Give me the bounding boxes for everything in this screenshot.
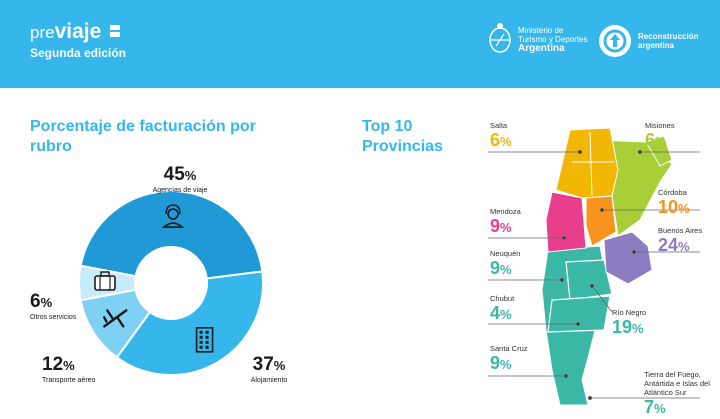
edition-label: Segunda edición xyxy=(30,46,127,60)
map-title: Top 10 Provincias xyxy=(362,118,443,155)
ministry-country: Argentina xyxy=(518,43,565,54)
province-value: 19 xyxy=(612,317,633,337)
province-buenosaires: Buenos Aires 24% xyxy=(658,226,703,255)
province-value: 7 xyxy=(644,397,655,417)
pie-chart-title: Porcentaje de facturación por rubro xyxy=(30,118,256,155)
leader-rionegro xyxy=(591,285,613,313)
slice-value-transporte: 12 xyxy=(42,354,64,375)
brand-prefix: pre xyxy=(30,23,55,42)
map-region-chubut xyxy=(547,295,611,333)
slice-category-otros: Otros servicios xyxy=(30,314,77,321)
map-region-mendoza xyxy=(545,191,587,253)
slice-label-transporte: 12% Transporte aéreo xyxy=(42,354,112,385)
hotel-building-icon xyxy=(195,327,214,353)
province-name: Buenos Aires xyxy=(658,226,703,235)
province-chubut: Chubut 4% xyxy=(490,294,515,323)
province-cordoba: Córdoba 10% xyxy=(658,188,690,217)
province-mendoza: Mendoza 9% xyxy=(490,207,521,236)
province-name: Tierra del Fuego, Antártida e Islas del … xyxy=(644,370,710,397)
province-name: Córdoba xyxy=(658,188,687,197)
map-region-noa xyxy=(555,127,619,199)
slice-category-transporte: Transporte aéreo xyxy=(42,377,96,384)
province-value: 6 xyxy=(645,130,656,150)
slice-label-agencias: 45% Agencias de viaje xyxy=(140,164,220,195)
agent-headset-icon xyxy=(161,204,185,228)
province-value: 10 xyxy=(658,197,679,217)
slice-category-agencias: Agencias de viaje xyxy=(152,187,208,194)
ministry-line1: Ministerio de xyxy=(518,26,564,35)
province-name: Chubut xyxy=(490,294,515,303)
ministry-line2: Turismo y Deportes xyxy=(518,35,588,44)
province-tierradelfuego: Tierra del Fuego, Antártida e Islas del … xyxy=(644,370,716,419)
recon-line1: Reconstrucción xyxy=(638,32,699,41)
previaje-logo: previaje Segunda edición xyxy=(30,20,126,60)
province-value: 6 xyxy=(490,130,501,150)
map-region-cordoba xyxy=(585,195,617,247)
map-region-south xyxy=(541,245,609,405)
province-name: Neuquén xyxy=(490,249,521,258)
province-santacruz: Santa Cruz 9% xyxy=(490,344,528,373)
header-bar: previaje Segunda edición Ministerio de T… xyxy=(0,0,720,88)
province-value: 9 xyxy=(490,353,501,373)
airplane-icon xyxy=(103,309,128,328)
map-region-rionegro xyxy=(565,259,613,301)
arrow-up-circle-icon xyxy=(599,25,631,57)
province-misiones: Misiones 6% xyxy=(645,121,675,150)
province-value: 4 xyxy=(490,303,501,323)
province-value: 24 xyxy=(658,235,679,255)
national-seal-icon xyxy=(489,23,511,53)
province-name: Misiones xyxy=(645,121,675,130)
province-name: Mendoza xyxy=(490,207,521,216)
donut-slice-0 xyxy=(79,190,264,280)
slice-label-alojamiento: 37% Alojamiento xyxy=(244,354,294,385)
donut-slice-1 xyxy=(115,270,264,376)
donut-slice-2 xyxy=(79,288,152,359)
slice-value-agencias: 45 xyxy=(163,164,185,185)
province-salta: Salta 6% xyxy=(490,121,512,150)
recon-line2: argentina xyxy=(638,41,675,50)
slice-label-otros: 6% Otros servicios xyxy=(30,291,90,322)
province-rionegro: Río Negro 19% xyxy=(612,308,647,337)
province-name: Salta xyxy=(490,121,508,130)
province-name: Santa Cruz xyxy=(490,344,528,353)
province-value: 9 xyxy=(490,258,501,278)
slice-value-otros: 6 xyxy=(30,291,41,312)
brand-name: viaje xyxy=(54,20,102,43)
logo-mark-icon xyxy=(110,25,121,37)
province-neuquen: Neuquén 9% xyxy=(490,249,521,278)
slice-value-alojamiento: 37 xyxy=(252,354,274,375)
slice-category-alojamiento: Alojamiento xyxy=(250,377,288,384)
map-region-buenosaires xyxy=(603,231,653,285)
province-value: 9 xyxy=(490,216,501,236)
province-name: Río Negro xyxy=(612,308,647,317)
suitcase-icon xyxy=(94,271,116,291)
